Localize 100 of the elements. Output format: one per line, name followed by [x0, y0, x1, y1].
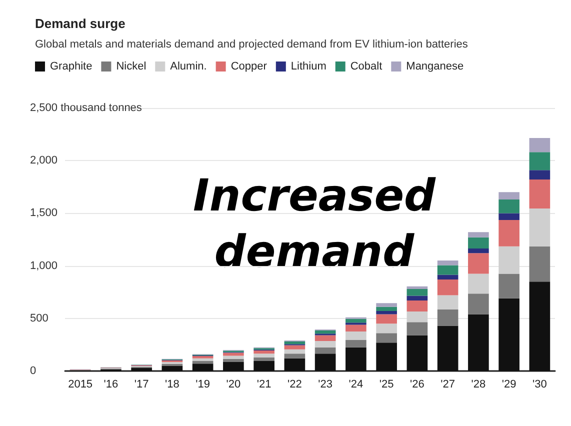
- bar: [314, 330, 336, 334]
- x-tick-label: '29: [502, 378, 516, 390]
- bar: [468, 237, 489, 248]
- bar: [437, 295, 458, 310]
- x-tick-label: '16: [104, 378, 118, 390]
- x-tick-label: '25: [379, 378, 394, 390]
- bar: [437, 274, 458, 280]
- bar: [406, 312, 428, 322]
- bar: [437, 309, 458, 326]
- bar: [529, 282, 550, 371]
- x-tick-label: 2015: [68, 378, 93, 390]
- x-tick-label: '17: [134, 378, 149, 390]
- bar: [254, 361, 274, 371]
- x-tick-label: '28: [471, 378, 486, 390]
- chart-subtitle: Global metals and materials demand and projected demand from EV lithium-ion batteries: [35, 38, 468, 50]
- bar: [529, 152, 550, 170]
- legend-label: Copper: [230, 60, 268, 72]
- bar: [314, 341, 336, 348]
- bar: [346, 324, 366, 332]
- bar: [223, 358, 244, 362]
- y-tick-label: 1,000: [30, 260, 58, 272]
- x-tick-label: '22: [288, 378, 302, 390]
- y-tick-label: 1,500: [30, 207, 58, 220]
- x-tick-label: '26: [410, 378, 424, 390]
- bar: [498, 246, 520, 274]
- y-tick-label: 2,500 thousand tonnes: [30, 102, 142, 114]
- bar: [529, 246, 550, 282]
- bar: [376, 306, 397, 312]
- bar: [437, 265, 458, 275]
- bar: [529, 170, 550, 180]
- bar: [406, 288, 428, 296]
- bar: [254, 354, 274, 358]
- bar: [254, 357, 274, 362]
- bar: [314, 347, 336, 354]
- x-tick-label: '20: [226, 378, 241, 390]
- bar: [468, 314, 489, 371]
- y-tick-label: 500: [30, 312, 48, 324]
- x-tick-label: '30: [532, 378, 547, 390]
- bar: [406, 335, 428, 371]
- bar: [376, 324, 397, 334]
- x-tick-label: '24: [348, 378, 364, 390]
- legend-label: Lithium: [290, 60, 326, 72]
- bar: [437, 326, 458, 371]
- bar: [314, 335, 336, 342]
- bar: [223, 356, 244, 359]
- legend-label: Graphite: [50, 60, 92, 72]
- bar: [468, 232, 489, 238]
- x-tick-label: '27: [440, 378, 455, 390]
- annotation: Increased demand: [192, 170, 436, 278]
- x-tick-label: '18: [165, 378, 180, 390]
- bar: [376, 303, 397, 307]
- bar: [284, 354, 306, 358]
- bar: [346, 318, 366, 323]
- bar: [346, 340, 366, 348]
- bar: [376, 311, 397, 314]
- bar: [223, 362, 244, 371]
- bar: [192, 361, 214, 364]
- bar: [314, 354, 336, 371]
- bar: [406, 322, 428, 336]
- bar: [468, 274, 489, 294]
- bar: [254, 350, 274, 354]
- bar: [468, 248, 489, 254]
- bar: [529, 180, 550, 208]
- x-tick-label: '19: [196, 378, 210, 390]
- bar: [346, 347, 366, 371]
- bar: [468, 253, 489, 274]
- bar: [406, 286, 428, 289]
- legend-label: Cobalt: [350, 60, 382, 72]
- legend-label: Alumin.: [170, 60, 207, 72]
- legend-label: Nickel: [116, 60, 146, 72]
- bar: [284, 342, 306, 344]
- bar: [131, 368, 152, 371]
- bar: [498, 192, 520, 200]
- bar: [284, 349, 306, 354]
- bar: [406, 300, 428, 312]
- bar: [498, 274, 520, 298]
- y-tick-label: 2,000: [30, 154, 58, 167]
- bar: [406, 296, 428, 301]
- x-tick-label: '23: [318, 378, 332, 390]
- x-tick-label: '21: [256, 378, 272, 390]
- bar: [346, 332, 366, 340]
- legend-label: Manganese: [406, 60, 464, 72]
- bar: [192, 364, 214, 371]
- chart-title: Demand surge: [35, 16, 126, 31]
- y-tick-label: 0: [30, 365, 36, 377]
- bar: [529, 138, 550, 152]
- bar: [498, 200, 520, 214]
- bar: [376, 342, 397, 371]
- bar: [376, 333, 397, 343]
- bar: [468, 294, 489, 314]
- bar: [437, 260, 458, 266]
- bar: [529, 208, 550, 246]
- bar: [192, 358, 214, 362]
- bar: [498, 298, 520, 371]
- bar: [437, 279, 458, 296]
- bar: [498, 213, 520, 220]
- bar: [498, 220, 520, 246]
- bar: [284, 345, 306, 350]
- bar: [376, 314, 397, 324]
- bar: [284, 358, 306, 371]
